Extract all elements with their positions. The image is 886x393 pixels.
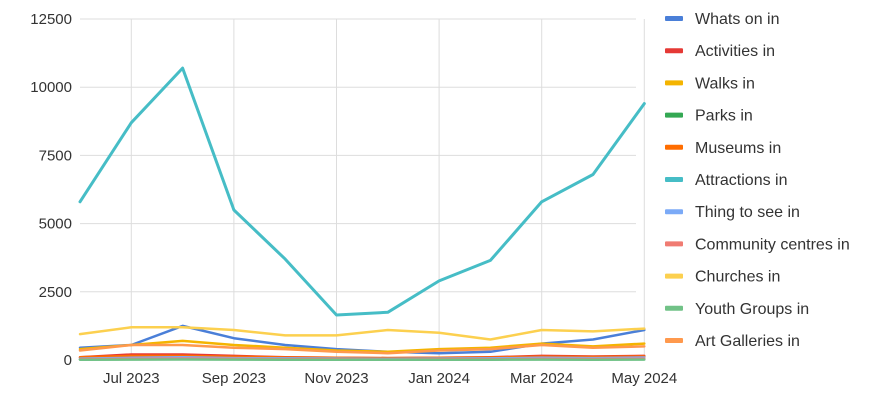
legend-swatch <box>665 338 683 343</box>
y-tick-label: 12500 <box>30 11 72 28</box>
x-tick-label: Jul 2023 <box>103 370 160 387</box>
legend: Whats on in Activities in Walks in Parks in… <box>665 11 850 350</box>
legend-label: Activities in <box>695 43 775 60</box>
series-line <box>80 345 644 353</box>
series-lines <box>80 68 644 360</box>
legend-swatch <box>665 241 683 246</box>
legend-swatch <box>665 274 683 279</box>
x-tick-label: Mar 2024 <box>510 370 573 387</box>
grid <box>80 19 644 360</box>
y-axis-ticks: 0 2500 5000 7500 10000 12500 <box>30 11 72 369</box>
legend-label: Museums in <box>695 140 781 157</box>
legend-swatch <box>665 80 683 85</box>
legend-label: Churches in <box>695 269 780 286</box>
y-tick-label: 10000 <box>30 79 72 96</box>
legend-swatch <box>665 48 683 53</box>
legend-label: Walks in <box>695 75 755 92</box>
legend-label: Community centres in <box>695 236 850 253</box>
legend-label: Whats on in <box>695 11 779 28</box>
y-tick-label: 2500 <box>39 284 72 301</box>
x-tick-label: Jan 2024 <box>408 370 470 387</box>
series-line <box>80 68 644 315</box>
legend-swatch <box>665 209 683 214</box>
legend-label: Attractions in <box>695 172 787 189</box>
legend-swatch <box>665 306 683 311</box>
legend-label: Parks in <box>695 108 753 125</box>
x-axis-ticks: Jul 2023 Sep 2023 Nov 2023 Jan 2024 Mar 2024… <box>103 370 677 387</box>
y-tick-label: 5000 <box>39 216 72 233</box>
x-tick-label: Sep 2023 <box>202 370 266 387</box>
x-tick-label: Nov 2023 <box>304 370 368 387</box>
legend-swatch <box>665 145 683 150</box>
legend-swatch <box>665 177 683 182</box>
y-tick-label: 7500 <box>39 147 72 164</box>
legend-swatch <box>665 16 683 21</box>
legend-label: Youth Groups in <box>695 301 809 318</box>
legend-label: Thing to see in <box>695 204 800 221</box>
legend-label: Art Galleries in <box>695 333 800 350</box>
legend-swatch <box>665 113 683 118</box>
x-tick-label: May 2024 <box>611 370 677 387</box>
y-tick-label: 0 <box>64 352 72 369</box>
